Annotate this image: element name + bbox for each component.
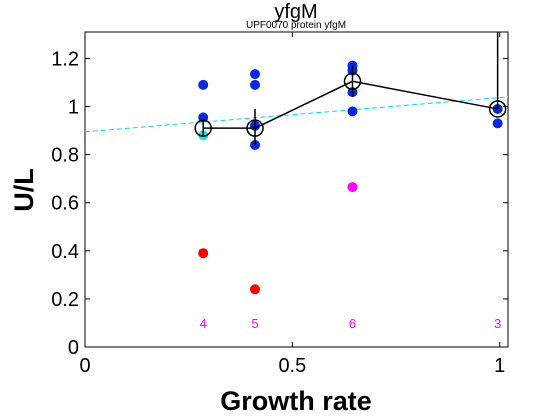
plot-area bbox=[84, 31, 509, 348]
y-tick-label-4: 0.8 bbox=[51, 145, 79, 167]
fit-line bbox=[84, 96, 509, 133]
axis-ticks: 0 0.5 1 0 0.2 0.4 0.6 0.8 1 1.2 bbox=[51, 32, 508, 377]
x-tick-label-2: 1 bbox=[494, 355, 505, 377]
y-tick-label-2: 0.4 bbox=[51, 241, 79, 263]
y-tick-label-0: 0 bbox=[68, 337, 79, 359]
y-tick-label-5: 1 bbox=[68, 97, 79, 119]
y-axis-label: U/L bbox=[9, 168, 39, 212]
data-point-13 bbox=[347, 182, 358, 193]
mean-marker-1 bbox=[246, 119, 264, 137]
data-point-5 bbox=[250, 79, 261, 90]
mean-marker-2 bbox=[343, 72, 362, 91]
data-point-8 bbox=[250, 284, 261, 295]
chart-subtitle: UPF0070 protein yfgM bbox=[246, 20, 346, 31]
mean-marker-3 bbox=[488, 100, 507, 118]
count-label-3: 3 bbox=[494, 316, 501, 331]
data-point-0 bbox=[198, 79, 209, 90]
count-label-1: 5 bbox=[251, 316, 258, 331]
mean-marker-0 bbox=[194, 119, 212, 137]
x-tick-label-1: 0.5 bbox=[278, 355, 306, 377]
x-tick-label-0: 0 bbox=[79, 355, 90, 377]
chart-title: yfgM bbox=[274, 1, 317, 23]
data-point-4 bbox=[250, 69, 261, 80]
mean-line bbox=[203, 80, 498, 129]
chart-marks: 4 5 6 3 bbox=[84, 32, 509, 331]
data-point-3 bbox=[198, 248, 209, 259]
data-point-12 bbox=[347, 106, 358, 117]
count-label-2: 6 bbox=[349, 316, 356, 331]
y-tick-label-6: 1.2 bbox=[51, 48, 79, 70]
y-tick-label-1: 0.2 bbox=[51, 289, 79, 311]
data-point-15 bbox=[492, 118, 503, 129]
x-axis-label: Growth rate bbox=[220, 386, 372, 416]
y-tick-label-3: 0.6 bbox=[51, 193, 79, 215]
count-label-0: 4 bbox=[200, 316, 207, 331]
